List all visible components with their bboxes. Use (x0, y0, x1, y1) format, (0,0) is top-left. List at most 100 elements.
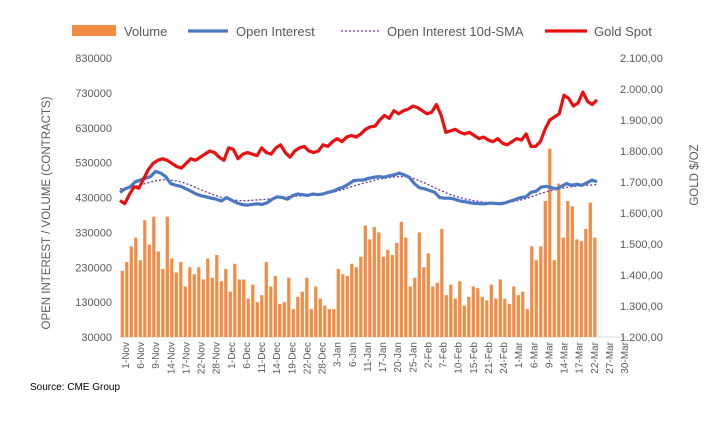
y-left-tick-label: 230000 (75, 262, 112, 274)
y-left-tick-label: 30000 (81, 332, 112, 344)
y-left-tick-label: 730000 (75, 88, 112, 100)
x-tick-label: 22-Nov (197, 342, 208, 374)
x-tick-label: 17-Nov (182, 342, 193, 374)
volume-bar (417, 232, 421, 338)
volume-bar (179, 262, 183, 337)
volume-bar (390, 255, 394, 337)
volume-bar (363, 225, 367, 337)
volume-bar (395, 242, 399, 337)
x-tick-label: 25-Jan (408, 342, 419, 373)
volume-bar (489, 284, 493, 337)
volume-bar (161, 268, 165, 337)
x-tick-label: 20-Jan (393, 342, 404, 373)
volume-bar (467, 296, 471, 337)
volume-bar (503, 298, 507, 337)
volume-bar (323, 305, 327, 337)
volume-bar (345, 275, 349, 337)
x-tick-label: 21-Feb (484, 342, 495, 374)
volume-bar (498, 279, 502, 337)
volume-bar (480, 296, 484, 337)
x-tick-label: 14-Dec (272, 342, 283, 374)
volume-bar (557, 183, 561, 337)
y-right-tick-label: 1.300,00 (620, 301, 663, 313)
y-right-tick-label: 2.000,00 (620, 84, 663, 96)
volume-bar (471, 286, 475, 337)
volume-bar (291, 309, 295, 337)
volume-bar (246, 298, 250, 337)
x-tick-label: 6-Jan (348, 342, 359, 367)
y-right-tick-label: 2.100,00 (620, 53, 663, 65)
volume-bar (525, 309, 529, 337)
volume-bar (129, 246, 133, 337)
volume-bar (408, 286, 412, 337)
volume-bar (152, 216, 156, 337)
volume-bar (548, 148, 552, 337)
volume-bars (120, 148, 597, 338)
volume-bar (197, 267, 201, 337)
volume-bar (570, 206, 574, 337)
volume-bar (318, 298, 322, 337)
x-tick-label: 28-Dec (318, 342, 329, 374)
volume-bar (575, 239, 579, 337)
x-tick-label: 11-Jan (363, 342, 374, 372)
volume-bar (444, 295, 448, 337)
volume-bar (512, 286, 516, 337)
y-right-tick-label: 1.500,00 (620, 239, 663, 251)
volume-bar (251, 284, 255, 337)
x-tick-label: 14-Mar (560, 341, 571, 373)
volume-bar (305, 277, 309, 337)
sma-line (119, 175, 598, 204)
volume-bar (120, 270, 124, 337)
volume-bar (530, 246, 534, 337)
x-tick-label: 6-Nov (136, 342, 147, 369)
volume-bar (368, 239, 372, 337)
x-tick-label: 2-Feb (423, 342, 434, 369)
volume-bar (494, 298, 498, 337)
volume-bar (588, 202, 592, 337)
x-tick-label: 1-Nov (121, 342, 132, 369)
open-interest-line (119, 169, 598, 207)
x-tick-label: 22-Dec (303, 342, 314, 374)
x-tick-label: 3-Jan (333, 342, 344, 367)
x-tick-label: 14-Nov (166, 342, 177, 374)
y-right-tick-label: 1.800,00 (620, 146, 663, 158)
volume-bar (485, 300, 489, 337)
x-tick-label: 19-Dec (287, 342, 298, 374)
volume-bar (386, 249, 390, 337)
volume-bar (377, 232, 381, 338)
x-tick-label: 1-Dec (227, 342, 238, 369)
volume-bar (327, 309, 331, 337)
x-tick-label: 7-Feb (439, 342, 450, 369)
volume-bar (264, 262, 268, 337)
x-tick-label: 17-Mar (575, 341, 586, 373)
y-right-tick-label: 1.700,00 (620, 177, 663, 189)
volume-bar (422, 267, 426, 337)
series-lines (119, 90, 599, 207)
volume-bar (201, 279, 205, 337)
volume-bar (561, 237, 565, 337)
volume-bar (593, 237, 597, 337)
volume-bar (215, 255, 219, 337)
volume-bar (458, 281, 462, 337)
volume-bar (413, 277, 417, 337)
volume-bar (507, 303, 511, 337)
volume-bar (453, 298, 457, 337)
volume-bar (381, 256, 385, 337)
y-left-tick-label: 830000 (75, 53, 112, 65)
volume-bar (543, 200, 547, 337)
legend-volume-swatch (72, 25, 116, 36)
volume-bar (237, 279, 241, 337)
volume-bar (354, 267, 358, 337)
gold-spot-line (119, 90, 599, 206)
volume-bar (170, 258, 174, 337)
x-tick-label: 1-Mar (514, 341, 525, 368)
x-tick-label: 22-Mar (590, 341, 601, 373)
volume-bar (521, 291, 525, 337)
volume-bar (134, 237, 138, 337)
y-left-tick-label: 430000 (75, 193, 112, 205)
volume-bar (435, 282, 439, 337)
volume-bar (183, 286, 187, 337)
volume-bar (210, 277, 214, 337)
volume-bar (287, 277, 291, 337)
